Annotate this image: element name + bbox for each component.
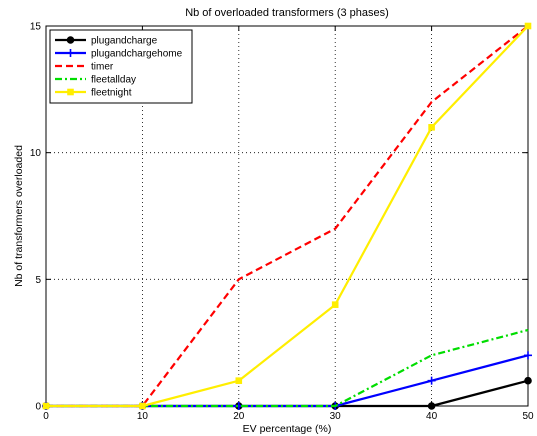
- data-point: [139, 402, 146, 410]
- legend-label: plugandchargehome: [91, 49, 183, 60]
- legend-item-fleetnight: fleetnight: [55, 88, 132, 99]
- data-point: [427, 376, 436, 385]
- grid: [46, 26, 528, 406]
- data-point: [42, 402, 50, 410]
- legend-item-plugandcharge: plugandcharge: [55, 36, 158, 47]
- y-tick-label: 5: [35, 275, 41, 286]
- data-point: [235, 377, 243, 384]
- x-tick-label: 20: [233, 411, 245, 422]
- series-line: [46, 379, 529, 408]
- series-plugandchargehome: [42, 351, 532, 410]
- legend: plugandcharge plugandchargehome timer fleet…: [49, 29, 193, 104]
- x-tick-label: 40: [426, 411, 438, 422]
- data-point: [524, 376, 532, 385]
- series-line: [46, 354, 529, 408]
- legend-label: fleetallday: [91, 75, 136, 86]
- data-point: [427, 402, 436, 410]
- x-tick-label: 30: [330, 411, 342, 422]
- legend-item-fleetallday: fleetallday: [55, 75, 136, 86]
- data-point: [524, 351, 532, 360]
- legend-label: timer: [91, 62, 114, 73]
- legend-item-timer: timer: [55, 62, 114, 73]
- x-tick-label: 10: [137, 411, 149, 422]
- legend-item-plugandchargehome: plugandchargehome: [55, 49, 183, 60]
- chart-title: Nb of overloaded transformers (3 phases): [185, 7, 389, 19]
- y-tick-label: 0: [35, 402, 41, 413]
- y-tick-label: 15: [30, 22, 42, 33]
- x-tick-label: 0: [43, 411, 49, 422]
- data-point: [331, 301, 339, 308]
- x-tick-label: 50: [522, 411, 534, 422]
- series-line: [46, 25, 529, 408]
- series-group: [42, 22, 532, 410]
- legend-label: fleetnight: [91, 88, 132, 99]
- legend-marker: [67, 88, 74, 96]
- series-plugandcharge: [42, 376, 532, 410]
- legend-marker: [66, 49, 75, 57]
- data-point: [428, 124, 435, 131]
- data-point: [524, 22, 532, 30]
- y-axis-label: Nb of transformers overloaded: [13, 145, 25, 287]
- legend-marker: [66, 36, 75, 44]
- y-tick-label: 10: [30, 148, 42, 159]
- x-axis-label: EV percentage (%): [243, 423, 332, 435]
- legend-label: plugandcharge: [91, 36, 158, 47]
- series-fleetnight: [42, 22, 532, 410]
